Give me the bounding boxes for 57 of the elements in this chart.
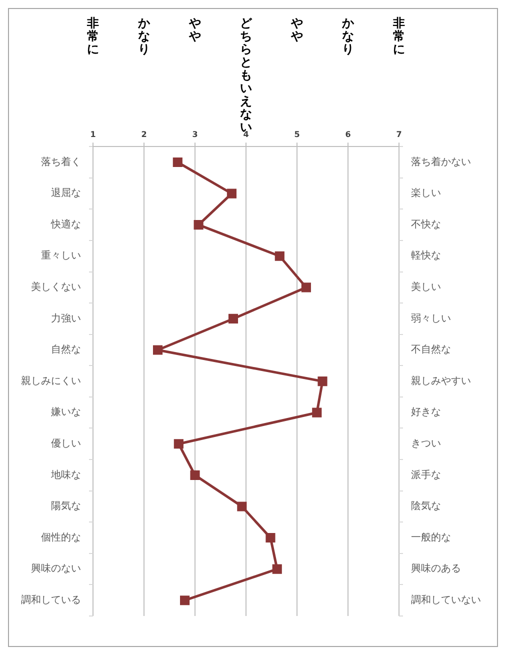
point [174, 439, 184, 449]
text: かなり [138, 16, 150, 56]
y2-tick-label: 派手な [411, 468, 441, 481]
x-tick-label: 1 [90, 130, 96, 139]
text: 非常に [87, 16, 99, 56]
y-tick-label: 優しい [51, 438, 81, 450]
point [180, 596, 190, 606]
y-tick-label: 個性的な [41, 531, 81, 544]
x-tick-label: 5 [294, 130, 300, 139]
text: やや [291, 16, 303, 43]
y2-tick-label: 弱々しい [411, 313, 451, 324]
x-tick-label: 6 [345, 130, 352, 139]
y-tick-label: 地味な [50, 468, 81, 481]
x-tick-label: 2 [141, 130, 147, 139]
point [272, 564, 282, 574]
y-tick-label: 陽気な [51, 501, 81, 512]
y2-tick-label: 楽しい [411, 187, 441, 200]
point [318, 376, 328, 386]
y2-tick-label: 不快な [411, 218, 441, 230]
y2-tick-label: 興味のある [411, 562, 461, 575]
point [190, 470, 200, 480]
y-tick-label: 興味のない [31, 562, 81, 575]
y-tick-label: 重々しい [41, 250, 81, 262]
y2-tick-label: 親しみやすい [411, 374, 471, 387]
point [274, 251, 284, 261]
y2-tick-label: 軽快な [411, 250, 441, 262]
y-tick-label: 快適な [50, 218, 81, 230]
y-tick-label: 力強い [51, 312, 81, 324]
y-tick-label: 嫌いな [51, 406, 81, 418]
y-tick-label: 落ち着く [41, 156, 81, 168]
y-tick-label: 退屈な [51, 187, 81, 200]
point [228, 314, 238, 324]
y-tick-label: 調和している [21, 594, 81, 606]
point [172, 157, 182, 168]
point [266, 532, 276, 543]
text: やや [189, 16, 201, 43]
point [237, 502, 247, 512]
point [194, 220, 204, 230]
text: かなり [342, 16, 354, 56]
point [226, 188, 237, 198]
y2-tick-label: 落ち着かない [411, 156, 471, 168]
point [152, 345, 163, 355]
y-tick-label: 美しくない [31, 281, 81, 294]
point [312, 408, 322, 418]
y-tick-label: 親しみにくい [21, 374, 81, 387]
y2-tick-label: 美しい [411, 281, 441, 294]
x-tick-label: 7 [396, 130, 402, 139]
y2-tick-label: 陰気な [411, 500, 441, 512]
y2-tick-label: 好きな [411, 407, 441, 418]
point [301, 282, 311, 292]
y-tick-label: 自然な [51, 344, 81, 356]
x-tick-label: 3 [192, 130, 198, 139]
y2-tick-label: きつい [411, 438, 441, 450]
y2-tick-label: 不自然な [411, 344, 451, 356]
y2-tick-label: 一般的な [411, 532, 451, 544]
text: 非常に [393, 16, 405, 56]
y2-tick-label: 調和していない [411, 594, 481, 606]
